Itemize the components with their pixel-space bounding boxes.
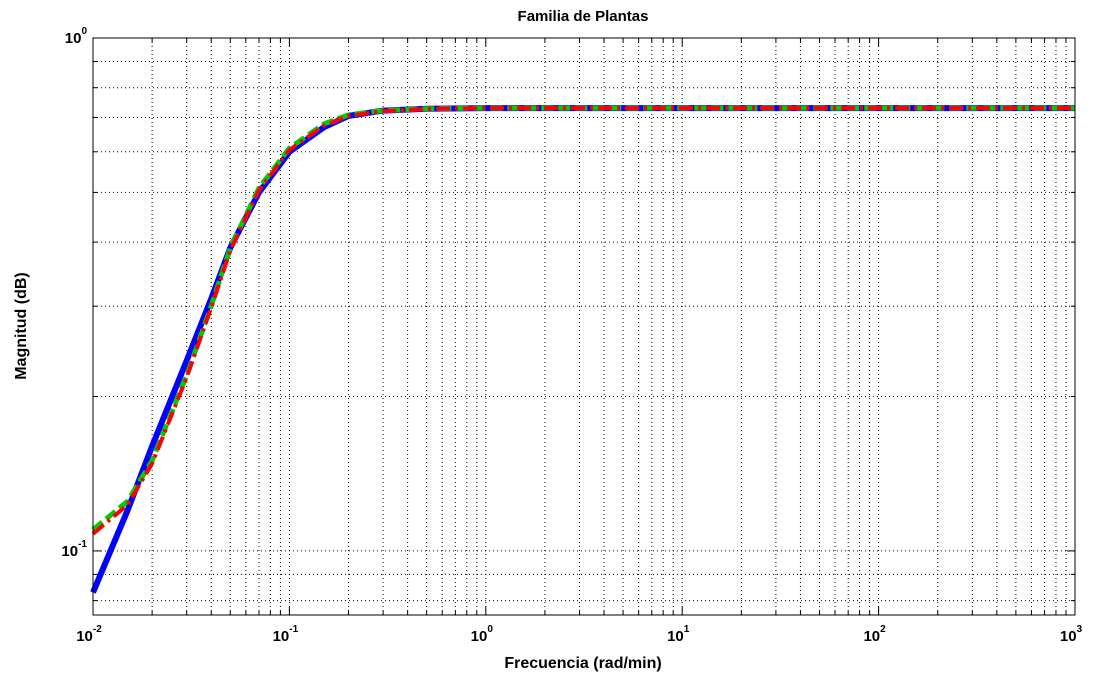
x-tick-label: 101 <box>667 624 690 645</box>
series-line-1 <box>90 105 1075 594</box>
x-tick-label: 102 <box>863 624 886 645</box>
x-tick-label: 10-1 <box>273 624 299 645</box>
series-line-2 <box>91 105 1075 532</box>
x-tick-label: 103 <box>1060 624 1083 645</box>
y-tick-label: 10-1 <box>61 539 87 560</box>
grid-layer <box>92 37 1075 615</box>
series-layer <box>90 105 1075 594</box>
ticks-layer: 10-2 10-1 100 101 102 103 10-1 100 <box>61 26 1082 645</box>
chart-title: Familia de Plantas <box>518 8 649 25</box>
x-tick-label: 100 <box>471 624 494 645</box>
y-tick-label: 100 <box>65 26 88 47</box>
x-tick-label: 10-2 <box>76 624 102 645</box>
series-line-3 <box>91 106 1075 536</box>
plot-frame <box>92 37 1076 616</box>
x-axis-label: Frecuencia (rad/min) <box>504 655 661 672</box>
y-axis-label: Magnitud (dB) <box>13 272 30 380</box>
